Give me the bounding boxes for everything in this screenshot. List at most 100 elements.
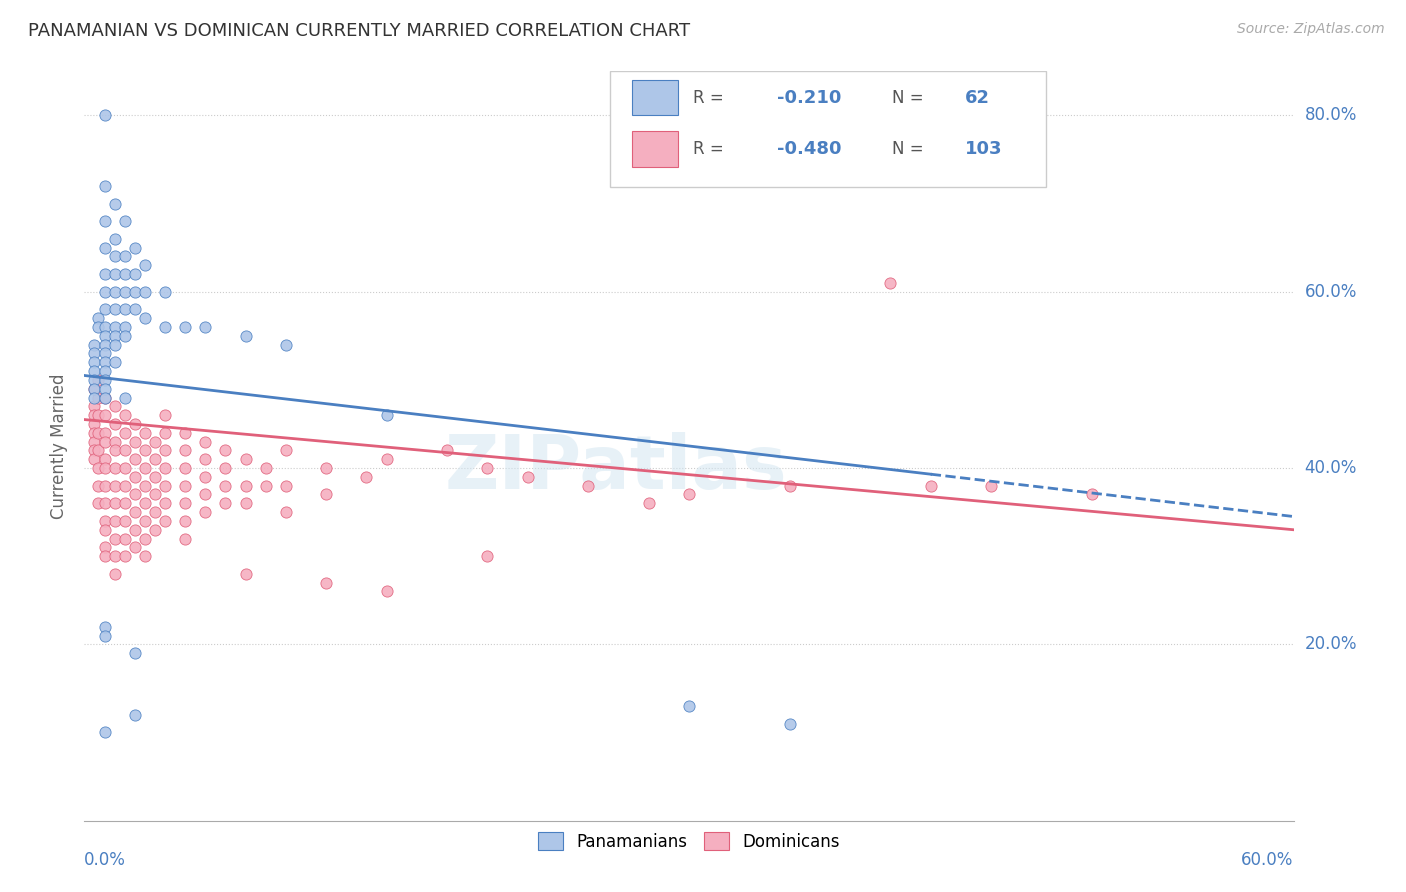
Point (879, 161, 901, 176)
Point (143, 523, 166, 537)
Text: R =: R = (693, 140, 723, 158)
Point (576, 478, 599, 492)
Point (779, 478, 801, 492)
Point (93, 628, 115, 642)
Text: N =: N = (891, 88, 924, 106)
Point (678, 487, 700, 501)
Point (153, 408, 176, 422)
Point (114, 478, 136, 492)
Point (124, 452, 146, 467)
Point (93, 620, 115, 634)
Point (274, 337, 297, 351)
Point (87, 320, 110, 334)
Point (214, 443, 236, 458)
Point (93, 178, 115, 193)
Point (104, 496, 127, 510)
Point (104, 461, 127, 475)
Point (124, 417, 146, 431)
Text: 80.0%: 80.0% (1305, 106, 1357, 125)
Point (93, 425, 115, 440)
Y-axis label: Currently Married: Currently Married (51, 373, 69, 519)
Point (153, 514, 176, 528)
FancyBboxPatch shape (610, 71, 1046, 187)
Point (153, 285, 176, 299)
Point (477, 549, 499, 564)
Point (174, 478, 197, 492)
Point (143, 505, 166, 519)
Point (274, 505, 297, 519)
Point (114, 496, 136, 510)
Text: R =: R = (693, 88, 723, 106)
Point (83, 443, 105, 458)
Text: 20.0%: 20.0% (1305, 635, 1357, 653)
Point (134, 478, 156, 492)
Point (153, 425, 176, 440)
Point (83, 337, 105, 351)
Point (83, 417, 105, 431)
Point (87, 391, 110, 405)
Point (436, 443, 458, 458)
Point (104, 285, 127, 299)
Point (124, 523, 146, 537)
Point (93, 302, 115, 317)
Point (124, 707, 146, 722)
Point (93, 391, 115, 405)
Point (93, 725, 115, 739)
Point (93, 364, 115, 378)
Point (93, 478, 115, 492)
Point (274, 478, 297, 492)
Point (174, 496, 197, 510)
Point (104, 250, 127, 264)
Point (174, 461, 197, 475)
Point (87, 311, 110, 326)
Point (93, 391, 115, 405)
Point (104, 478, 127, 492)
Point (134, 425, 156, 440)
Point (104, 196, 127, 211)
Point (477, 461, 499, 475)
Point (315, 461, 337, 475)
Point (114, 302, 136, 317)
Point (83, 355, 105, 369)
Point (356, 470, 378, 484)
Point (87, 443, 110, 458)
Point (920, 478, 942, 492)
Point (93, 267, 115, 281)
Point (83, 408, 105, 422)
Point (124, 470, 146, 484)
Point (235, 496, 257, 510)
Point (194, 470, 217, 484)
Point (153, 461, 176, 475)
Point (114, 250, 136, 264)
Point (254, 461, 277, 475)
Point (114, 514, 136, 528)
Point (83, 400, 105, 414)
Point (104, 443, 127, 458)
Point (134, 311, 156, 326)
Point (375, 408, 398, 422)
Point (214, 461, 236, 475)
Point (93, 382, 115, 396)
Point (93, 541, 115, 555)
Text: N =: N = (891, 140, 924, 158)
Point (194, 487, 217, 501)
Point (134, 461, 156, 475)
Point (214, 496, 236, 510)
Text: 0.0%: 0.0% (84, 851, 127, 869)
Point (104, 514, 127, 528)
Point (104, 566, 127, 581)
Point (114, 425, 136, 440)
Point (104, 267, 127, 281)
Point (83, 382, 105, 396)
Point (134, 285, 156, 299)
Point (375, 452, 398, 467)
Point (104, 328, 127, 343)
Point (114, 549, 136, 564)
Point (114, 461, 136, 475)
Text: ZIPatlas: ZIPatlas (446, 432, 787, 505)
Point (194, 434, 217, 449)
Point (134, 443, 156, 458)
Point (134, 549, 156, 564)
Point (93, 337, 115, 351)
Point (83, 382, 105, 396)
